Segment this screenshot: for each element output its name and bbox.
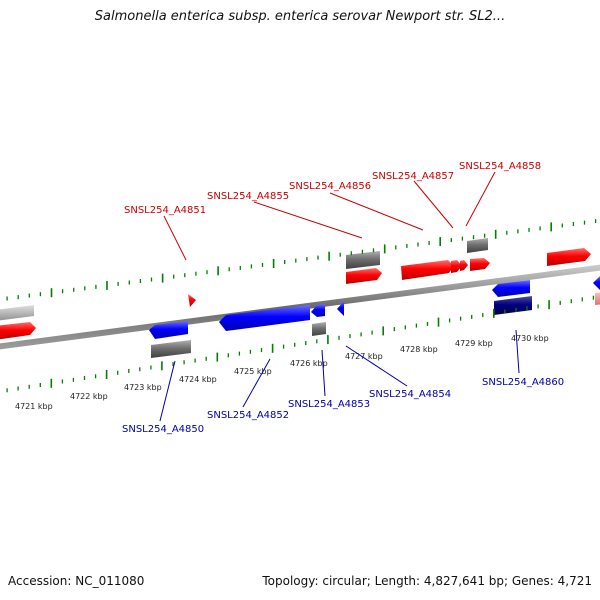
scale-label: 4722 kbp: [70, 392, 108, 401]
gene-arrow[interactable]: [219, 305, 310, 331]
scale-label: 4724 kbp: [179, 375, 217, 384]
reverse-gene-labels: SNSL254_A4850 SNSL254_A4852 SNSL254_A485…: [122, 329, 564, 435]
scale-label: 4726 kbp: [290, 359, 328, 368]
gene-label-a4851[interactable]: SNSL254_A4851: [124, 205, 206, 216]
gene-arrow[interactable]: [337, 301, 344, 316]
forward-strand-features: [0, 238, 591, 340]
gene-label-a4855[interactable]: SNSL254_A4855: [207, 191, 289, 202]
leader-line: [253, 201, 363, 239]
accession-text: Accession: NC_011080: [8, 574, 145, 588]
leader-line: [163, 215, 187, 261]
leader-line: [159, 360, 176, 422]
scale-label: 4721 kbp: [15, 402, 53, 411]
gene-arrow[interactable]: [346, 251, 380, 269]
scale-label: 4729 kbp: [455, 339, 493, 348]
gene-label-a4852[interactable]: SNSL254_A4852: [207, 410, 289, 421]
gene-arrow[interactable]: [311, 304, 325, 317]
gene-label-a4860[interactable]: SNSL254_A4860: [482, 377, 564, 388]
leader-line: [329, 192, 424, 231]
scale-label: 4723 kbp: [124, 383, 162, 392]
gene-arrow[interactable]: [149, 321, 188, 339]
leader-line: [465, 171, 496, 227]
gene-label-a4856[interactable]: SNSL254_A4856: [289, 181, 371, 192]
lower-tick-track: [6, 295, 595, 393]
gene-label-a4854[interactable]: SNSL254_A4854: [369, 389, 451, 400]
gene-arrow[interactable]: [346, 268, 382, 284]
gene-label-a4853[interactable]: SNSL254_A4853: [288, 399, 370, 410]
gene-arrow[interactable]: [595, 292, 600, 305]
gene-arrow[interactable]: [0, 305, 34, 321]
gene-arrow[interactable]: [494, 296, 532, 315]
gene-arrow[interactable]: [151, 340, 191, 358]
scale-label: 4730 kbp: [511, 334, 549, 343]
gene-arrow[interactable]: [470, 258, 490, 271]
gene-arrow[interactable]: [188, 294, 196, 307]
gene-label-a4850[interactable]: SNSL254_A4850: [122, 424, 204, 435]
gene-arrow[interactable]: [547, 248, 591, 266]
gene-arrow[interactable]: [312, 322, 326, 336]
leader-line: [242, 358, 271, 408]
gene-arrow[interactable]: [593, 276, 600, 290]
leader-line: [321, 349, 326, 397]
leader-line: [515, 329, 520, 374]
gene-arrow[interactable]: [0, 322, 36, 340]
gene-label-a4858[interactable]: SNSL254_A4858: [459, 161, 541, 172]
scale-label: 4728 kbp: [400, 345, 438, 354]
gene-arrow[interactable]: [460, 260, 468, 271]
scale-labels: 4721 kbp 4722 kbp 4723 kbp 4724 kbp 4725…: [15, 334, 549, 411]
gene-arrow[interactable]: [467, 238, 488, 253]
genome-title: Salmonella enterica subsp. enterica sero…: [94, 9, 506, 24]
gene-arrow[interactable]: [451, 260, 462, 273]
leader-line: [345, 345, 408, 387]
gene-arrow[interactable]: [492, 280, 530, 297]
forward-gene-labels: SNSL254_A4851 SNSL254_A4855 SNSL254_A485…: [124, 161, 541, 261]
upper-tick-track: [6, 219, 597, 301]
scale-label: 4727 kbp: [345, 352, 383, 361]
leader-line: [413, 180, 454, 229]
scale-label: 4725 kbp: [234, 367, 272, 376]
gene-arrow[interactable]: [401, 260, 454, 280]
reverse-strand-features: [149, 276, 600, 358]
gene-label-a4857[interactable]: SNSL254_A4857: [372, 171, 454, 182]
topology-text: Topology: circular; Length: 4,827,641 bp…: [262, 574, 592, 588]
